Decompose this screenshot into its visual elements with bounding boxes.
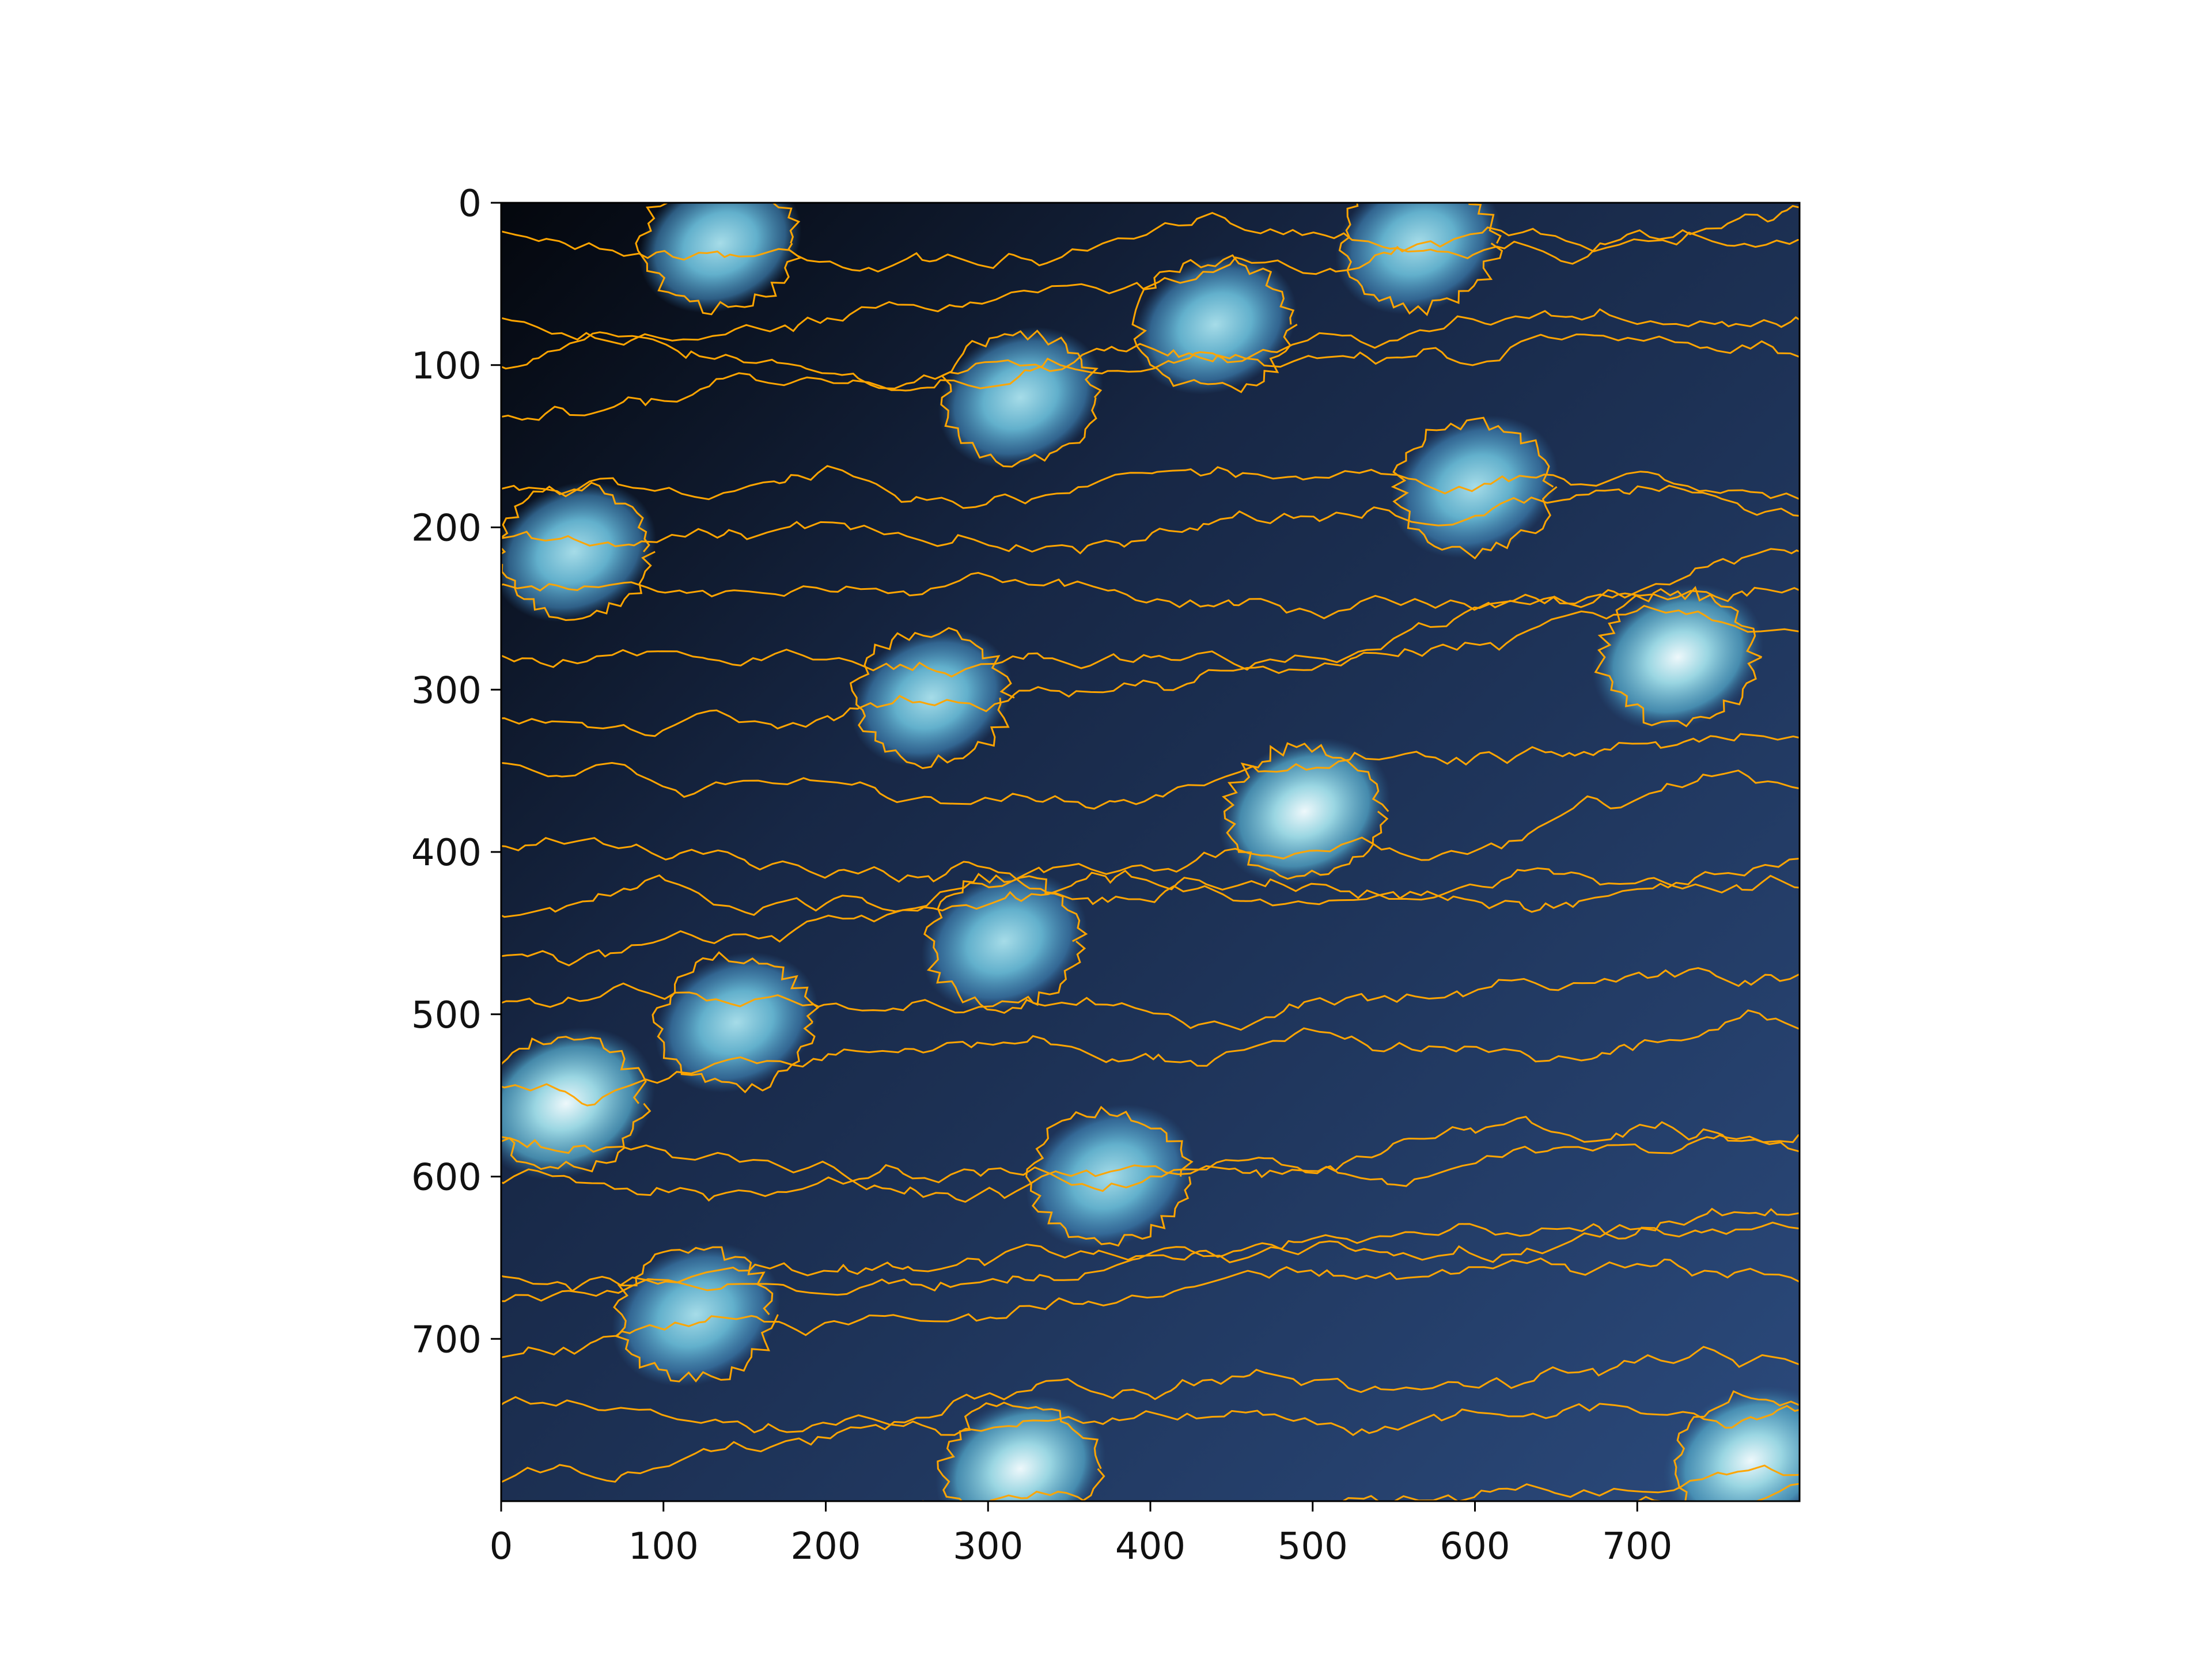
contour-line: [501, 226, 1800, 346]
blob-contour: [1221, 742, 1389, 880]
y-tick-label: 400: [411, 832, 482, 874]
y-tick-label: 700: [411, 1319, 482, 1361]
bright-blob: [935, 1396, 1106, 1501]
bright-blob: [639, 203, 802, 313]
bright-blob: [654, 952, 819, 1093]
contour-line: [501, 1207, 1800, 1293]
x-tick-label: 100: [628, 1525, 699, 1568]
y-tick-label: 0: [458, 183, 482, 225]
contour-line: [469, 1657, 1834, 1659]
contour-line: [501, 204, 1800, 273]
contour-line: [921, 1464, 1800, 1501]
contour-line: [501, 465, 1800, 509]
x-tick-label: 0: [490, 1525, 513, 1568]
y-tick-label: 500: [411, 994, 482, 1037]
contour-line: [501, 770, 1800, 918]
bright-blob: [1218, 738, 1391, 885]
blob-contour: [1594, 586, 1763, 728]
blob-contour: [923, 873, 1088, 1014]
bright-blob: [612, 1243, 780, 1387]
x-tick-label: 200: [790, 1525, 861, 1568]
contour-line: [501, 836, 1800, 913]
contour-line: [501, 1346, 1800, 1483]
x-tick-label: 600: [1440, 1525, 1510, 1568]
blob-contour: [501, 482, 656, 622]
contour-line: [501, 484, 1800, 555]
plot-area: [469, 202, 1834, 1659]
blob-contour: [1391, 416, 1558, 560]
contour-line: [501, 308, 1800, 421]
contour-line: [501, 604, 1800, 737]
blob-contour: [652, 951, 820, 1093]
contour-line: [501, 1009, 1800, 1107]
blob-contour: [1025, 1105, 1194, 1247]
y-axis: 0 100 200 300 400 500 600 700: [411, 183, 501, 1361]
x-tick-label: 500: [1278, 1525, 1348, 1568]
contour-line: [501, 1221, 1800, 1302]
x-tick-label: 400: [1115, 1525, 1185, 1568]
y-tick-label: 600: [411, 1157, 482, 1199]
y-tick-label: 300: [411, 669, 482, 712]
contour-line: [501, 733, 1800, 810]
blob-contour: [1673, 1390, 1800, 1501]
contour-line: [501, 331, 1800, 390]
blob-contour: [1131, 254, 1298, 393]
bright-blob: [1392, 415, 1558, 558]
blob-contour: [937, 1402, 1105, 1501]
y-tick-label: 200: [411, 507, 482, 550]
bright-blob: [1025, 1104, 1194, 1249]
x-axis: 0 100 200 300 400 500 600 700: [490, 1501, 1672, 1568]
contour-line: [501, 967, 1800, 1031]
blob-contour: [940, 329, 1103, 468]
bright-blob: [501, 1027, 656, 1180]
bright-blob: [1664, 1386, 1800, 1501]
contour-line: [501, 1257, 1800, 1358]
contour-line: [501, 1115, 1800, 1203]
x-tick-label: 300: [953, 1525, 1023, 1568]
contour-line: [501, 1396, 1800, 1437]
contour-line: [501, 571, 1800, 620]
blob-contour: [635, 203, 802, 316]
x-tick-label: 700: [1602, 1525, 1672, 1568]
y-tick-label: 100: [411, 345, 482, 388]
bright-blob: [850, 628, 1012, 767]
contour-line: [501, 548, 1800, 678]
blob-contour: [501, 1036, 652, 1173]
blob-contour: [1338, 203, 1503, 316]
contour-line: [501, 867, 1800, 967]
blob-contour: [613, 1246, 779, 1382]
blob-contour: [849, 627, 1015, 770]
bright-blob: [1592, 584, 1764, 731]
contour-line: [501, 1134, 1800, 1202]
